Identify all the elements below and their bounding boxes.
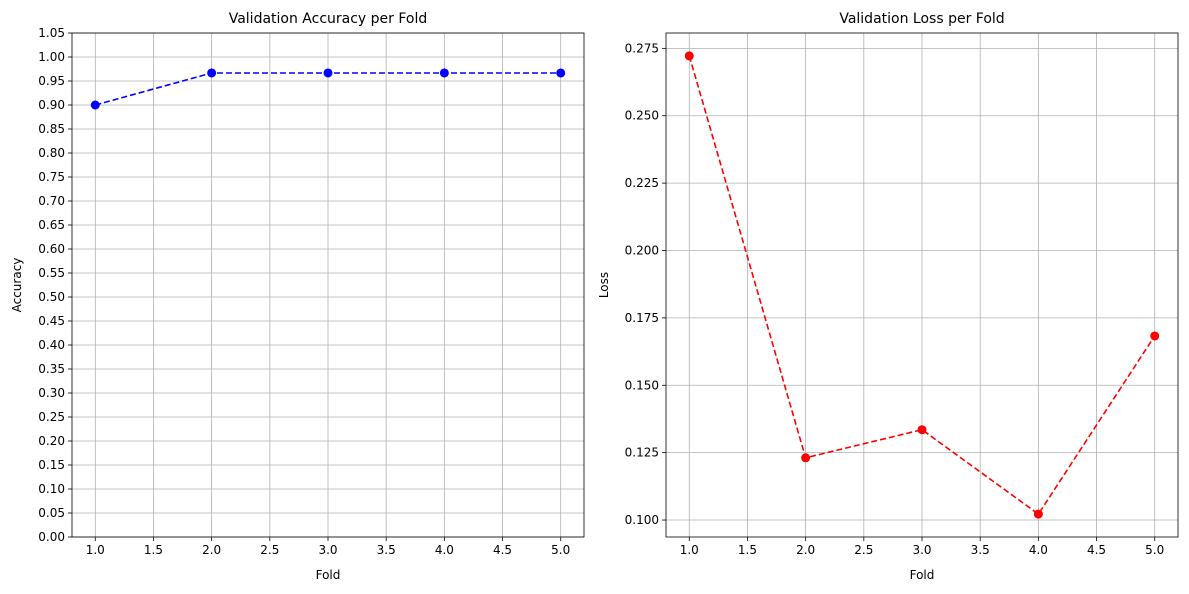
chart2-data-point <box>1033 509 1043 519</box>
chart2-xtick-label: 5.0 <box>1145 543 1164 557</box>
chart1-axes-frame <box>71 32 585 538</box>
chart1-title: Validation Accuracy per Fold <box>229 11 428 27</box>
chart2-ytick-label: 0.100 <box>625 513 659 527</box>
chart1-ytick-label: 0.60 <box>38 242 65 256</box>
chart2-xtick-label: 2.0 <box>796 543 815 557</box>
chart1-xtick-label: 2.5 <box>260 543 279 557</box>
chart1-ytick-label: 0.20 <box>38 434 65 448</box>
chart1-ytick-label: 0.35 <box>38 362 65 376</box>
chart2-xtick-label: 3.5 <box>971 543 990 557</box>
chart1-ytick-label: 1.00 <box>38 50 65 64</box>
chart1-ytick-label: 1.05 <box>38 26 65 40</box>
chart1-data-point <box>90 100 100 110</box>
chart1-ytick-label: 0.50 <box>38 290 65 304</box>
chart2-ytick-label: 0.250 <box>625 109 659 123</box>
chart2-ytick-label: 0.225 <box>625 176 659 190</box>
chart1-xtick-label: 3.0 <box>318 543 337 557</box>
chart1-ytick-label: 0.45 <box>38 314 65 328</box>
chart2-xtick-label: 3.0 <box>912 543 931 557</box>
chart1-panel: Validation Accuracy per Fold 1.0 1.5 2.0 2.5… <box>10 11 585 582</box>
chart1-ytick-label: 0.00 <box>38 530 65 544</box>
chart2-axes-frame <box>665 32 1179 538</box>
chart1-ytick-label: 0.75 <box>38 170 65 184</box>
chart2-ytick-label: 0.175 <box>625 311 659 325</box>
chart1-ytick-label: 0.80 <box>38 146 65 160</box>
chart1-xtick-label: 4.5 <box>493 543 512 557</box>
chart1-ytick-label: 0.10 <box>38 482 65 496</box>
chart1-ytick-label: 0.30 <box>38 386 65 400</box>
chart1-data-point <box>556 68 566 78</box>
chart2-xtick-label: 1.0 <box>680 543 699 557</box>
chart2-data-point <box>684 51 694 61</box>
chart2-ylabel: Loss <box>597 272 611 298</box>
chart1-ytick-label: 0.85 <box>38 122 65 136</box>
chart2-xtick-label: 4.5 <box>1087 543 1106 557</box>
chart2-data-point <box>1150 331 1160 341</box>
chart2-xlabel: Fold <box>910 568 935 582</box>
chart1-xtick-label: 3.5 <box>377 543 396 557</box>
chart2-data-point <box>917 425 927 435</box>
chart1-xtick-label: 1.5 <box>144 543 163 557</box>
chart2-xtick-label: 1.5 <box>738 543 757 557</box>
chart1-xlabel: Fold <box>316 568 341 582</box>
chart2-data-point <box>801 453 811 463</box>
chart2-ytick-label: 0.200 <box>625 244 659 258</box>
chart1-ytick-label: 0.65 <box>38 218 65 232</box>
chart1-xtick-label: 1.0 <box>86 543 105 557</box>
chart1-data-point <box>323 68 333 78</box>
chart1-ytick-label: 0.95 <box>38 74 65 88</box>
chart1-data-point <box>207 68 217 78</box>
chart1-ytick-label: 0.90 <box>38 98 65 112</box>
chart1-xtick-label: 4.0 <box>435 543 454 557</box>
chart2-panel: Validation Loss per Fold 1.0 1.5 2.0 2.5 3.0 3… <box>597 11 1179 582</box>
chart1-ytick-label: 0.15 <box>38 458 65 472</box>
chart1-ytick-label: 0.40 <box>38 338 65 352</box>
chart2-ytick-label: 0.275 <box>625 41 659 55</box>
chart2-title: Validation Loss per Fold <box>839 11 1004 27</box>
chart2-series-line <box>688 55 1156 516</box>
chart1-ytick-label: 0.25 <box>38 410 65 424</box>
chart1-ytick-label: 0.05 <box>38 506 65 520</box>
chart1-ylabel: Accuracy <box>10 258 24 313</box>
chart2-xtick-label: 2.5 <box>854 543 873 557</box>
chart1-data-point <box>439 68 449 78</box>
chart2-ytick-label: 0.150 <box>625 378 659 392</box>
chart2-xtick-label: 4.0 <box>1029 543 1048 557</box>
chart1-ytick-label: 0.70 <box>38 194 65 208</box>
chart2-ytick-label: 0.125 <box>625 446 659 460</box>
chart1-xtick-label: 2.0 <box>202 543 221 557</box>
chart1-ytick-label: 0.55 <box>38 266 65 280</box>
chart1-xtick-label: 5.0 <box>551 543 570 557</box>
